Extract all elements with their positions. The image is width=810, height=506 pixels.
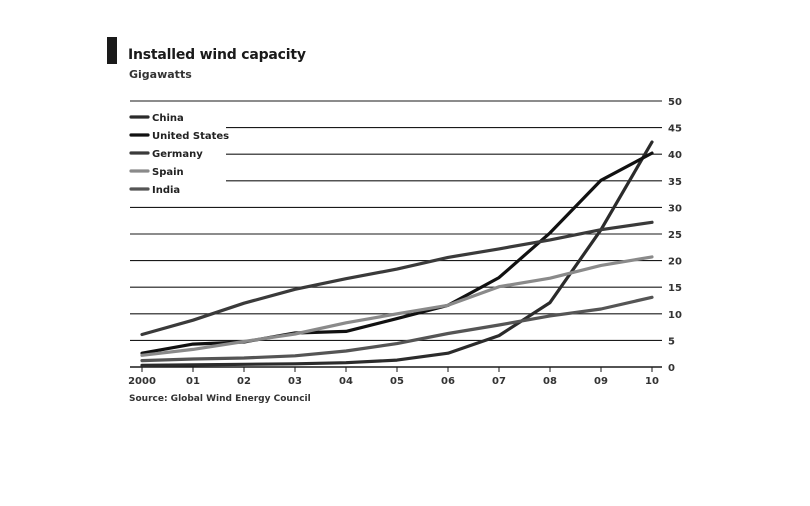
y-tick-label: 10	[668, 310, 682, 321]
x-tick-label: 09	[594, 376, 608, 387]
legend-background	[128, 106, 226, 194]
x-tick-label: 03	[288, 376, 302, 387]
chart-subtitle: Gigawatts	[129, 68, 192, 81]
series-line-india	[140, 295, 654, 363]
legend-label: China	[152, 113, 184, 124]
y-tick-label: 25	[668, 230, 682, 241]
y-tick-label: 30	[668, 203, 682, 214]
y-tick-label: 20	[668, 257, 682, 268]
series-line-spain	[140, 255, 654, 357]
y-tick-label: 45	[668, 124, 682, 135]
y-tick-label: 15	[668, 283, 682, 294]
legend-label: Spain	[152, 167, 184, 178]
title-accent-bar	[107, 37, 117, 64]
x-tick-label: 06	[441, 376, 455, 387]
legend-label: Germany	[152, 149, 203, 160]
chart-source: Source: Global Wind Energy Council	[129, 394, 311, 404]
series-line-china	[140, 140, 654, 367]
y-tick-label: 5	[668, 336, 675, 347]
x-tick-label: 02	[237, 376, 251, 387]
series-line-germany	[140, 220, 654, 337]
y-tick-label: 0	[668, 363, 675, 374]
x-tick-label: 05	[390, 376, 404, 387]
y-tick-label: 40	[668, 150, 682, 161]
x-tick-label: 08	[543, 376, 557, 387]
chart-title: Installed wind capacity	[128, 47, 306, 63]
y-tick-label: 50	[668, 97, 682, 108]
x-tick-label: 10	[645, 376, 659, 387]
x-tick-label: 2000	[128, 376, 156, 387]
x-tick-label: 07	[492, 376, 506, 387]
x-tick-label: 01	[186, 376, 200, 387]
x-tick-label: 04	[339, 376, 353, 387]
legend-label: India	[152, 185, 180, 196]
y-tick-label: 35	[668, 177, 682, 188]
legend-label: United States	[152, 131, 229, 142]
